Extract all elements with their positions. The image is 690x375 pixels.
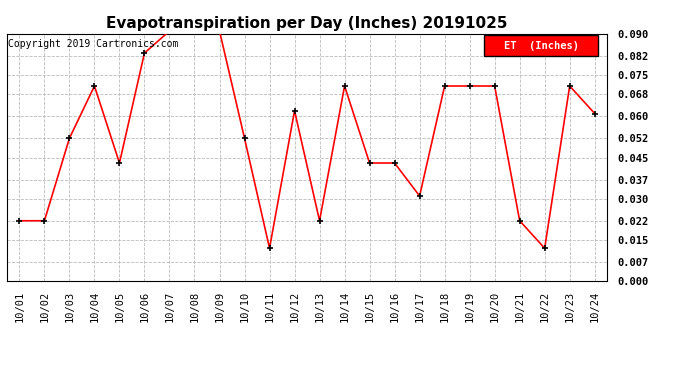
FancyBboxPatch shape (484, 35, 598, 56)
Text: Copyright 2019 Cartronics.com: Copyright 2019 Cartronics.com (8, 39, 179, 49)
Title: Evapotranspiration per Day (Inches) 20191025: Evapotranspiration per Day (Inches) 2019… (106, 16, 508, 31)
Text: ET  (Inches): ET (Inches) (504, 40, 579, 51)
